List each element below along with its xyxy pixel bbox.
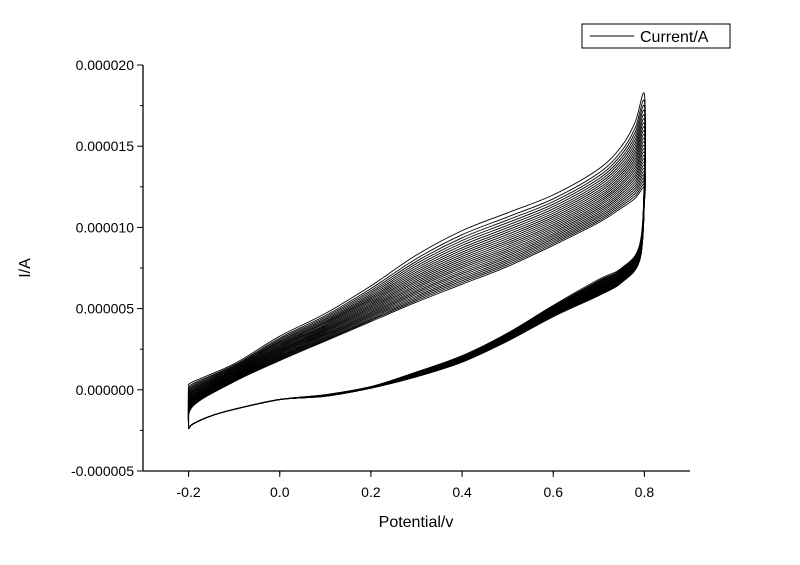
x-tick-label: -0.2 — [177, 484, 201, 500]
x-tick-label: 0.8 — [635, 484, 655, 500]
cv-curves — [187, 92, 646, 430]
cv-cycle-line — [187, 180, 646, 430]
y-tick-label: 0.000010 — [76, 219, 135, 235]
x-tick-label: 0.4 — [452, 484, 472, 500]
x-tick-label: 0.2 — [361, 484, 381, 500]
y-tick-label: -0.000005 — [71, 463, 134, 479]
legend-box — [581, 23, 731, 49]
cv-cycle-line — [187, 141, 646, 430]
y-tick-label: 0.000020 — [76, 57, 135, 73]
y-tick-label: 0.000005 — [76, 301, 135, 317]
x-tick-label: 0.6 — [544, 484, 564, 500]
y-tick-label: 0.000015 — [76, 138, 135, 154]
cv-cycle-line — [187, 148, 646, 430]
y-axis-ticks: -0.000005 0.000000 0.000005 0.000010 0.00001… — [71, 57, 143, 479]
cv-cycle-line — [187, 151, 646, 430]
x-tick-label: 0.0 — [270, 484, 290, 500]
cv-cycle-line — [187, 144, 646, 430]
legend: Current/A — [581, 23, 731, 49]
y-tick-label: 0.000000 — [76, 382, 135, 398]
x-axis-title: Potential/v — [379, 514, 454, 531]
cv-cycle-line — [187, 99, 646, 430]
cv-cycle-line — [187, 186, 646, 430]
cv-cycle-line — [187, 137, 646, 430]
cv-cycle-line — [187, 104, 646, 430]
x-axis-ticks: -0.2 0.0 0.2 0.4 0.6 0.8 — [177, 471, 655, 500]
y-axis-title: I/A — [17, 258, 34, 278]
legend-entry-current: Current/A — [640, 29, 709, 46]
